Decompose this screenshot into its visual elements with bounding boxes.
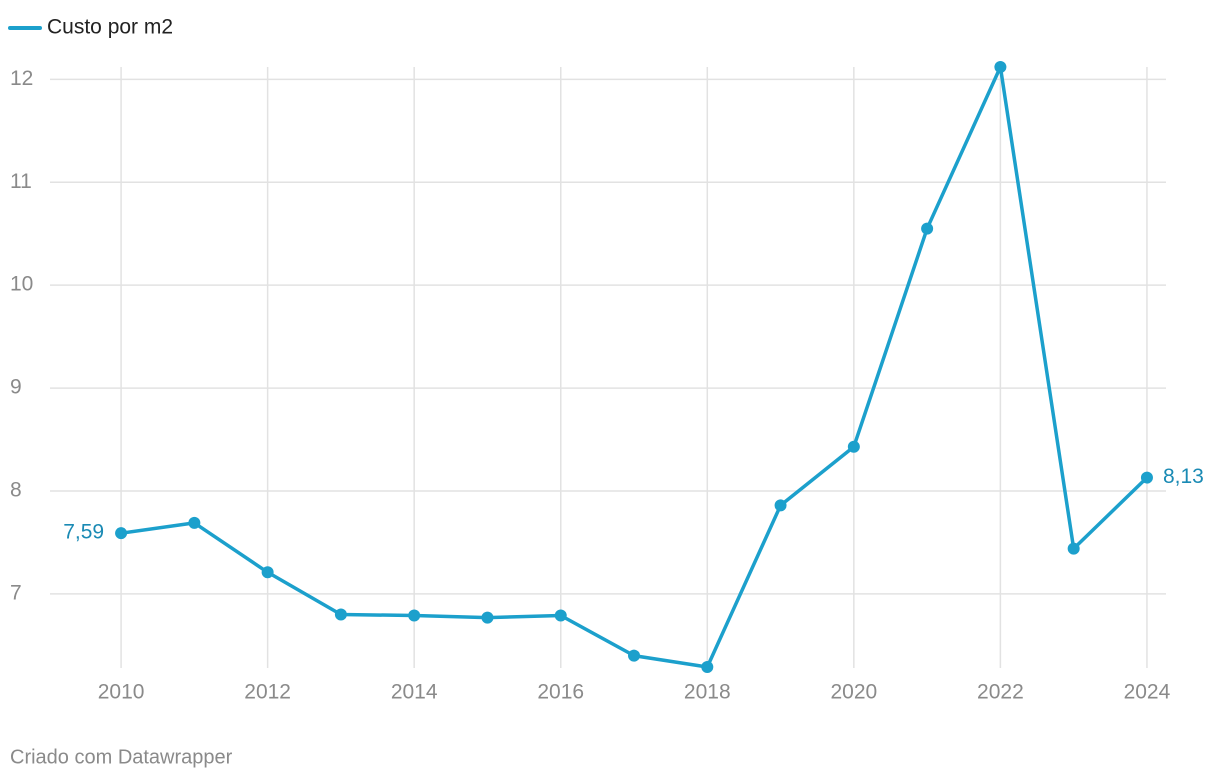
x-tick-label: 2020	[830, 681, 877, 704]
footer: Criado com Datawrapper	[10, 746, 233, 768]
legend-label: Custo por m2	[47, 16, 173, 39]
y-tick-label: 8	[10, 479, 22, 502]
x-tick-label: 2016	[537, 681, 584, 704]
point	[115, 527, 128, 540]
y-tick-label: 7	[10, 581, 22, 604]
y-tick-label: 11	[10, 170, 32, 193]
data-label: 8,13	[1163, 465, 1204, 488]
point	[554, 609, 567, 622]
x-tick-label: 2014	[391, 681, 438, 704]
x-tick-label: 2010	[98, 681, 145, 704]
point	[701, 660, 714, 673]
point	[481, 611, 494, 624]
x-tick-label: 2022	[977, 681, 1024, 704]
point	[1140, 471, 1153, 484]
x-tick-label: 2012	[244, 681, 291, 704]
data-label: 7,59	[63, 521, 104, 544]
x-tick-label: 2024	[1124, 681, 1171, 704]
point	[1067, 542, 1080, 555]
y-tick-label: 9	[10, 376, 22, 399]
point	[847, 440, 860, 453]
point	[188, 516, 201, 529]
point	[261, 566, 274, 579]
point	[994, 61, 1007, 73]
point	[334, 608, 347, 621]
point	[408, 609, 421, 622]
y-tick-label: 10	[10, 273, 33, 296]
x-tick-label: 2018	[684, 681, 731, 704]
point	[774, 499, 787, 512]
point	[921, 222, 934, 235]
line	[120, 65, 1149, 669]
point	[628, 649, 641, 662]
y-tick-label: 12	[10, 67, 33, 90]
